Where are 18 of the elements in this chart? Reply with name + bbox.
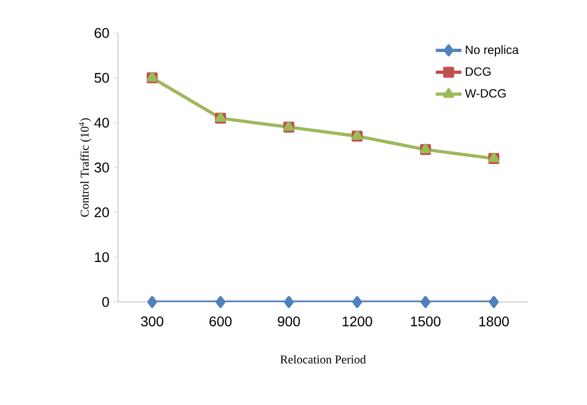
y-tick-label: 60 xyxy=(94,28,109,38)
y-tick-label: 50 xyxy=(94,72,109,83)
x-tick-label: 900 xyxy=(278,316,300,326)
x-tick-label: 1800 xyxy=(479,316,509,326)
y-tick-label: 10 xyxy=(95,252,109,262)
y-tick-label: 40 xyxy=(94,118,109,128)
y-tick-label: 0 xyxy=(102,297,109,307)
x-tick-label: 300 xyxy=(141,316,164,326)
y-axis-title: Control Traffic (10$^{4}$) xyxy=(78,118,92,217)
x-tick-label: 1500 xyxy=(411,316,440,326)
legend-label: No replica xyxy=(466,45,519,56)
y-tick-label: 30 xyxy=(94,162,109,172)
y-tick-label: 20 xyxy=(94,207,109,218)
legend-label: DCG xyxy=(466,67,491,76)
x-tick-label: 1200 xyxy=(342,316,372,326)
x-tick-label: 600 xyxy=(210,316,232,326)
legend-label: W-DCG xyxy=(464,89,506,98)
x-axis-title: Relocation Period xyxy=(280,355,366,364)
